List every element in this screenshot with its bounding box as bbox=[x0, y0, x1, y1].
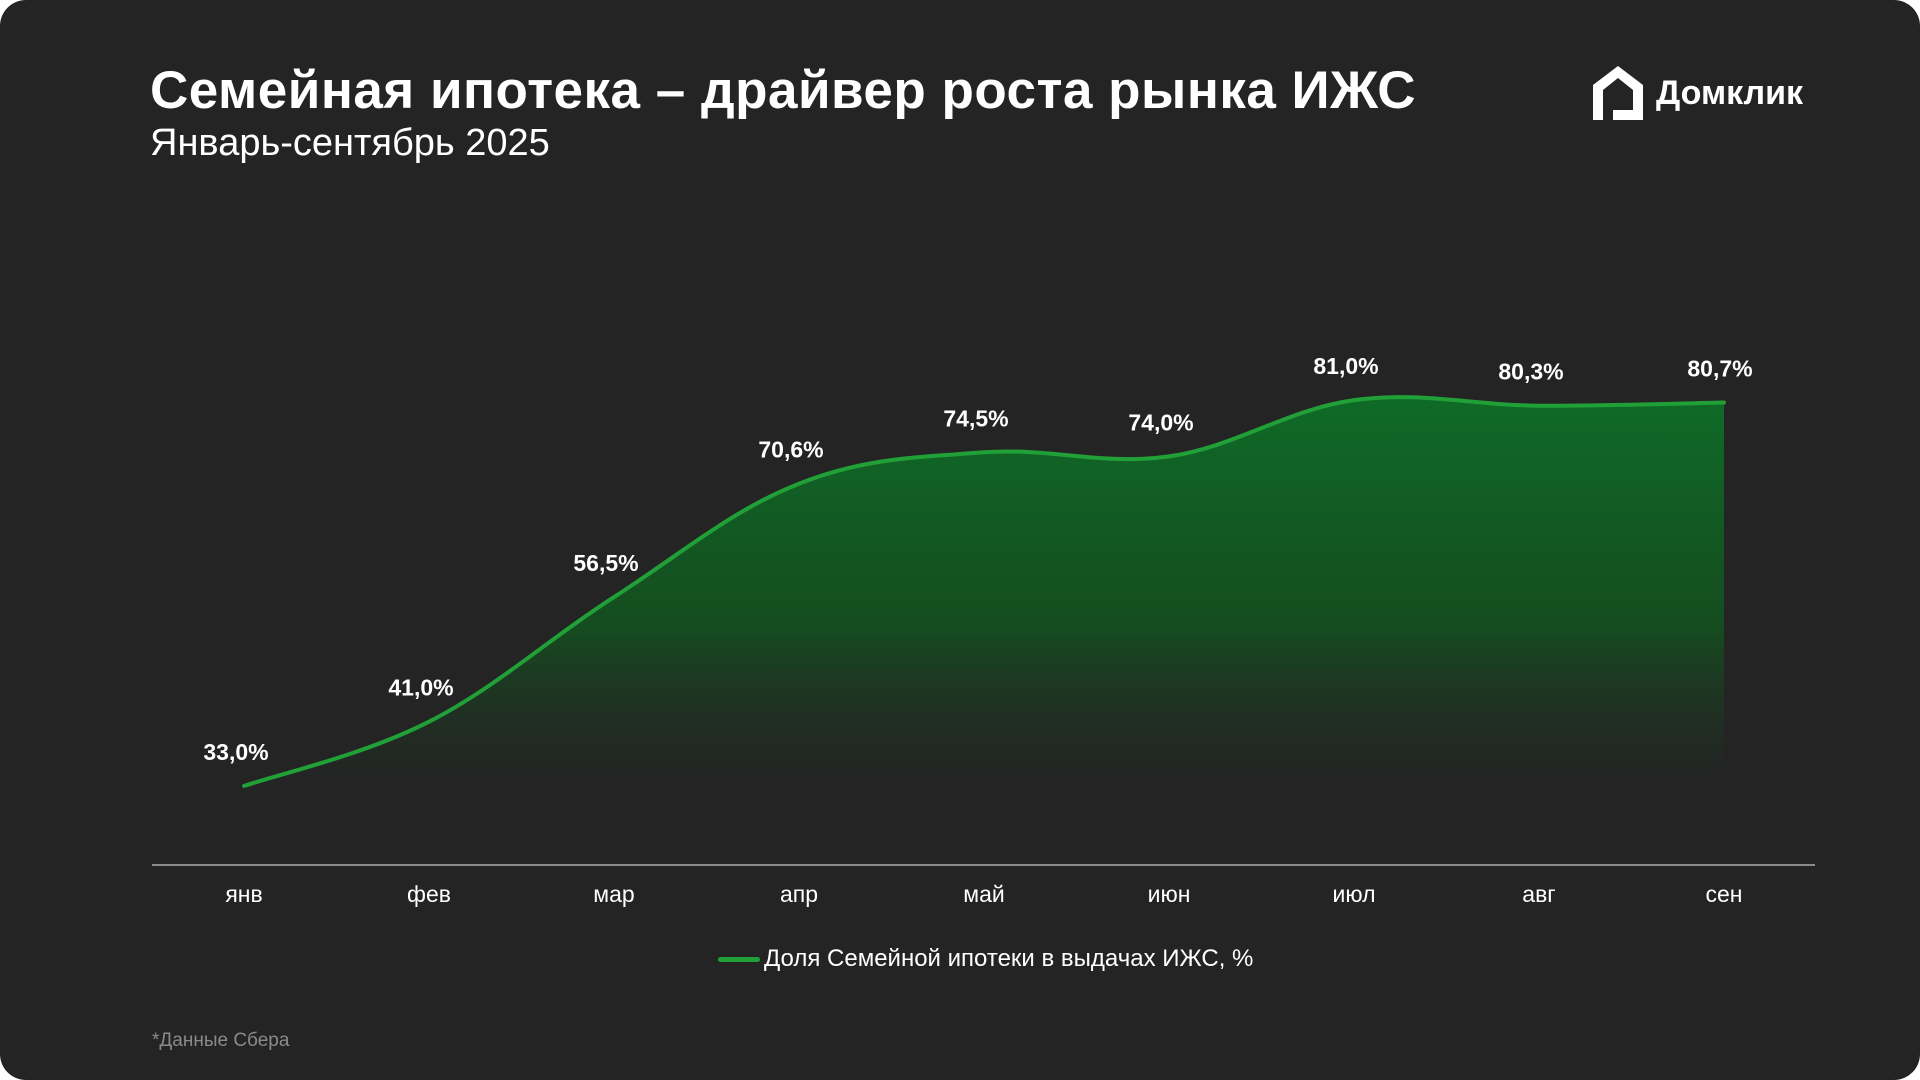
x-tick-label: сен bbox=[1706, 881, 1743, 907]
x-tick-label: янв bbox=[225, 881, 262, 907]
x-tick-label: май bbox=[963, 881, 1004, 907]
data-label: 70,6% bbox=[758, 437, 823, 463]
page-subtitle: Январь-сентябрь 2025 bbox=[150, 122, 550, 164]
data-label: 80,3% bbox=[1498, 359, 1563, 385]
data-label: 33,0% bbox=[203, 739, 268, 765]
x-tick-label: мар bbox=[593, 881, 634, 907]
page-title: Семейная ипотека – драйвер роста рынка И… bbox=[150, 61, 1417, 120]
data-label: 74,0% bbox=[1128, 409, 1193, 435]
brand-logo: Домклик bbox=[1590, 62, 1803, 124]
series-line bbox=[242, 395, 1726, 788]
data-label: 74,5% bbox=[943, 405, 1008, 431]
x-tick-label: июл bbox=[1332, 881, 1375, 907]
legend-swatch bbox=[718, 956, 760, 962]
x-tick-label: фев bbox=[407, 881, 451, 907]
series-area bbox=[244, 397, 1724, 815]
x-tick-label: июн bbox=[1148, 881, 1191, 907]
source-footnote: *Данные Сбера bbox=[152, 1030, 290, 1051]
x-tick-label: апр bbox=[780, 881, 818, 907]
house-logo-icon bbox=[1593, 66, 1643, 120]
data-label: 41,0% bbox=[388, 675, 453, 701]
data-label: 81,0% bbox=[1313, 353, 1378, 379]
x-tick-label: авг bbox=[1522, 881, 1555, 907]
data-label: 80,7% bbox=[1687, 355, 1752, 381]
legend-label: Доля Семейной ипотеки в выдачах ИЖС, % bbox=[764, 945, 1254, 972]
data-label: 56,5% bbox=[573, 550, 638, 576]
brand-name: Домклик bbox=[1656, 73, 1804, 112]
chart-legend: Доля Семейной ипотеки в выдачах ИЖС, % bbox=[718, 944, 1253, 974]
